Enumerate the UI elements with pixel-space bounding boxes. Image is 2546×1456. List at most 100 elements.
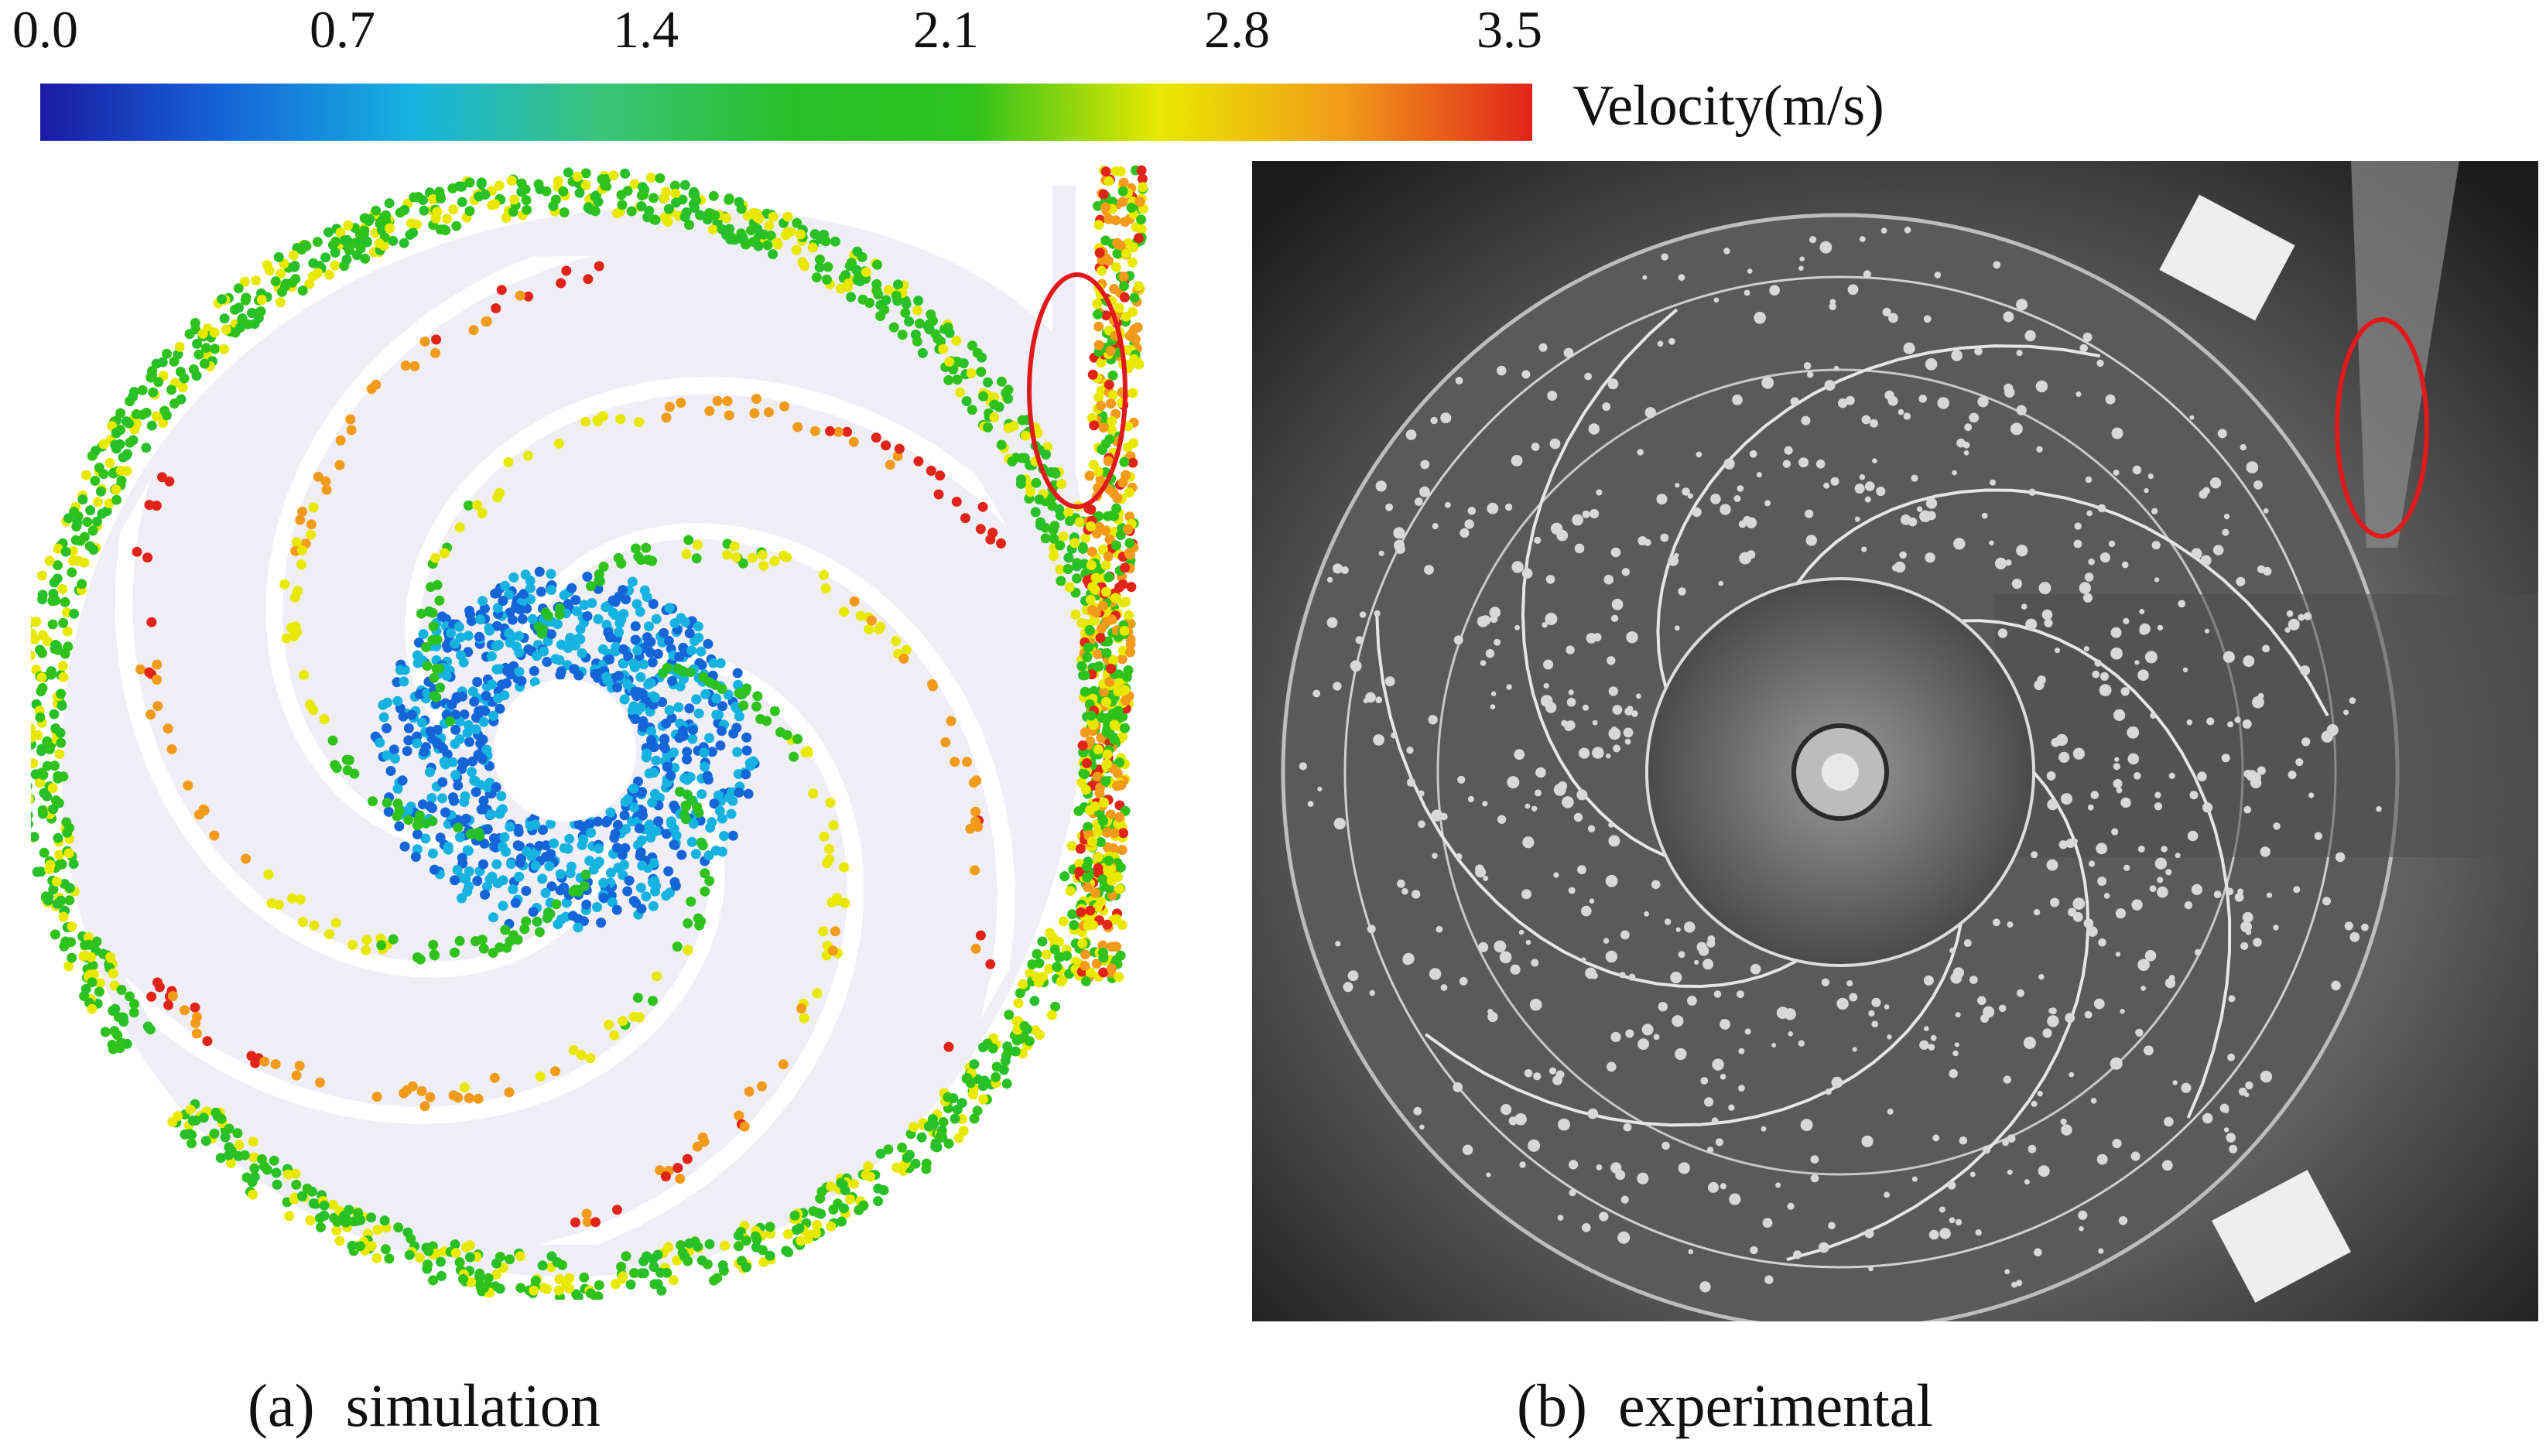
particle	[1065, 886, 1076, 897]
particle	[1121, 248, 1132, 259]
bubble	[1750, 1246, 1758, 1255]
particle	[598, 892, 609, 903]
particle	[364, 214, 375, 224]
bubble	[2293, 886, 2301, 894]
particle	[1076, 778, 1087, 788]
bubble	[1566, 720, 1576, 730]
particle	[415, 1253, 425, 1263]
particle	[564, 833, 575, 844]
particle	[541, 186, 552, 197]
bubble	[1818, 1242, 1829, 1253]
particle	[31, 733, 36, 743]
particle	[471, 713, 481, 723]
particle	[799, 1013, 809, 1024]
particle	[534, 927, 545, 938]
particle	[499, 690, 510, 701]
particle	[717, 701, 727, 712]
particle	[45, 669, 56, 680]
particle	[324, 269, 334, 280]
particle	[1093, 661, 1104, 672]
particle	[83, 932, 94, 942]
particle	[525, 576, 536, 586]
particle	[56, 689, 67, 699]
particle	[42, 736, 53, 747]
particle	[542, 913, 553, 924]
bubble	[2016, 989, 2024, 997]
bubble	[2007, 1134, 2016, 1143]
bubble	[1675, 927, 1681, 932]
particle	[644, 678, 655, 689]
bubble	[1418, 820, 1425, 829]
particle	[1007, 456, 1018, 467]
particle	[390, 754, 400, 764]
particle	[866, 615, 877, 626]
bubble	[1418, 790, 1425, 797]
particle	[434, 595, 445, 606]
bubble	[1621, 568, 1630, 576]
particle	[594, 843, 604, 854]
particle	[1097, 544, 1108, 555]
particle	[989, 412, 1000, 422]
particle	[983, 422, 993, 432]
particle	[1103, 551, 1114, 562]
bubble	[1543, 682, 1549, 689]
particle	[481, 744, 492, 755]
bubble	[2115, 952, 2121, 957]
particle	[427, 803, 438, 814]
particle	[1133, 281, 1144, 292]
caption-experimental: (b) experimental	[1517, 1376, 1964, 1436]
particle	[603, 627, 614, 637]
particle	[645, 173, 656, 183]
bubble	[2134, 660, 2140, 665]
particle	[309, 920, 320, 931]
bubble	[1504, 503, 1513, 511]
bubble	[1444, 501, 1451, 508]
particle	[1118, 272, 1129, 282]
particle	[462, 845, 473, 856]
particle	[619, 860, 630, 870]
particle	[341, 255, 352, 265]
bubble	[1750, 963, 1761, 975]
bubble	[1619, 972, 1626, 979]
particle	[425, 726, 436, 737]
colorbar-label: Velocity(m/s)	[1572, 74, 1884, 138]
particle	[180, 1005, 190, 1016]
bubble	[1713, 990, 1722, 998]
particle	[717, 846, 727, 857]
bubble	[2083, 646, 2089, 652]
particle	[414, 810, 425, 821]
particle	[491, 859, 502, 870]
particle	[429, 691, 440, 701]
particle	[142, 1021, 153, 1032]
particle	[504, 628, 515, 638]
bubble	[2135, 1028, 2144, 1037]
bubble	[1489, 607, 1501, 618]
particle	[481, 691, 491, 701]
particle	[554, 1274, 565, 1284]
particle	[308, 258, 319, 268]
particle	[1128, 438, 1139, 449]
bubble	[1661, 253, 1668, 261]
particle	[691, 553, 702, 564]
particle	[744, 1086, 755, 1097]
bubble	[2046, 771, 2056, 781]
particle	[416, 1085, 427, 1096]
bubble	[1378, 550, 1384, 556]
bubble	[1606, 754, 1611, 759]
bubble	[1833, 365, 1839, 371]
bubble	[1573, 812, 1583, 822]
particle	[707, 224, 718, 235]
particle	[409, 192, 419, 203]
particle	[1056, 976, 1066, 987]
particle	[425, 1092, 436, 1102]
particle	[611, 641, 621, 652]
bubble	[1467, 795, 1475, 803]
particle	[873, 1196, 884, 1207]
bubble	[2161, 846, 2168, 853]
particle	[1112, 248, 1123, 259]
bubble	[2046, 859, 2058, 871]
particle	[1092, 771, 1103, 782]
bubble	[2094, 659, 2102, 667]
bubble	[2098, 938, 2106, 947]
bubble	[2149, 885, 2157, 892]
